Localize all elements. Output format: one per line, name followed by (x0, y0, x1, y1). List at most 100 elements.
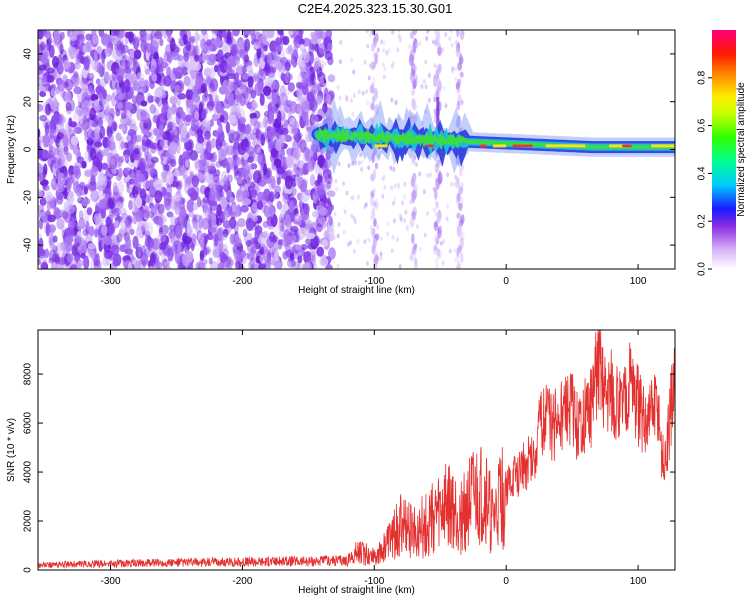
noise-dot (235, 189, 245, 203)
noise-dot (232, 80, 238, 93)
noise-dot (201, 109, 207, 120)
sparse-dot (391, 234, 395, 240)
noise-dot (38, 103, 44, 112)
noise-dot (218, 85, 227, 95)
noise-dot (49, 199, 57, 209)
noise-dot (141, 163, 148, 177)
noise-dot (244, 38, 251, 52)
noise-dot (140, 128, 150, 135)
sparse-dot (390, 185, 394, 191)
sparse-dot (448, 36, 452, 42)
noise-dot (66, 253, 74, 263)
noise-dot (95, 78, 101, 85)
noise-dot (309, 82, 319, 94)
noise-dot (208, 257, 213, 265)
noise-dot (133, 49, 142, 60)
noise-dot (273, 189, 278, 200)
sparse-dot (427, 97, 431, 103)
noise-dot (128, 169, 137, 179)
noise-dot (321, 254, 328, 266)
noise-dot (212, 183, 220, 194)
noise-dot (70, 135, 79, 146)
noise-dot (132, 171, 142, 182)
sparse-dot (379, 255, 383, 261)
noise-dot (260, 133, 266, 146)
noise-dot (90, 189, 100, 202)
noise-dot (156, 56, 164, 66)
noise-dot (168, 141, 178, 155)
noise-dot (135, 210, 144, 222)
noise-dot (60, 31, 65, 40)
sparse-dot (434, 234, 438, 240)
noise-dot (64, 59, 69, 73)
noise-dot (88, 225, 95, 237)
snr-panel: -300 -200 -100 0 10002000400060008000Height … (6, 329, 676, 596)
noise-dot (303, 203, 310, 215)
noise-dot (276, 176, 281, 186)
sparse-dot (361, 90, 365, 96)
noise-dot (59, 43, 64, 55)
noise-dot (72, 143, 78, 155)
sparse-dot (385, 50, 389, 56)
colorbar (712, 30, 736, 269)
noise-dot (81, 160, 87, 169)
noise-dot (207, 165, 217, 175)
noise-dot (142, 205, 150, 219)
noise-dot (194, 54, 200, 62)
noise-dot (95, 150, 105, 159)
sparse-dot (439, 173, 443, 179)
noise-dot (287, 44, 293, 54)
noise-dot (73, 126, 83, 135)
noise-dot (302, 37, 311, 47)
noise-dot (188, 59, 198, 71)
noise-dot (108, 223, 116, 235)
noise-dot (138, 228, 143, 240)
noise-dot (198, 258, 208, 266)
noise-dot (280, 111, 286, 123)
noise-dot (173, 202, 180, 211)
noise-dot (93, 213, 102, 224)
noise-dot (101, 33, 110, 46)
streak-dot (460, 197, 464, 205)
y-tick-label: 20 (23, 96, 34, 108)
noise-dot (115, 43, 124, 57)
noise-dot (88, 120, 97, 130)
noise-dot (39, 155, 48, 162)
noise-dot (328, 216, 333, 227)
noise-dot (134, 178, 141, 192)
noise-dot (76, 236, 86, 247)
noise-dot (154, 31, 163, 40)
noise-dot (76, 33, 85, 44)
streak-dot (374, 33, 379, 44)
noise-dot (182, 253, 191, 267)
noise-dot (115, 67, 124, 75)
y-axis-label: SNR (10 * v/v) (6, 418, 17, 482)
noise-dot (83, 255, 90, 269)
noise-dot (221, 55, 229, 63)
noise-dot (166, 121, 173, 132)
noise-dot (44, 248, 49, 259)
noise-dot (248, 70, 254, 78)
noise-dot (38, 164, 44, 174)
sparse-dot (449, 181, 453, 187)
noise-dot (107, 136, 116, 148)
noise-dot (140, 100, 148, 107)
noise-dot (146, 153, 153, 166)
noise-dot (45, 222, 50, 237)
noise-dot (185, 88, 194, 101)
noise-dot (319, 75, 324, 86)
noise-dot (214, 36, 222, 50)
noise-dot (284, 175, 294, 190)
sparse-dot (434, 72, 438, 78)
sparse-dot (391, 30, 395, 35)
noise-dot (60, 152, 67, 163)
noise-dot (166, 157, 173, 171)
streak-dot (370, 43, 376, 52)
sparse-dot (434, 30, 438, 35)
noise-dot (127, 262, 133, 269)
noise-dot (228, 216, 237, 229)
noise-dot (191, 175, 200, 187)
noise-dot (119, 207, 128, 216)
noise-dot (77, 195, 83, 202)
